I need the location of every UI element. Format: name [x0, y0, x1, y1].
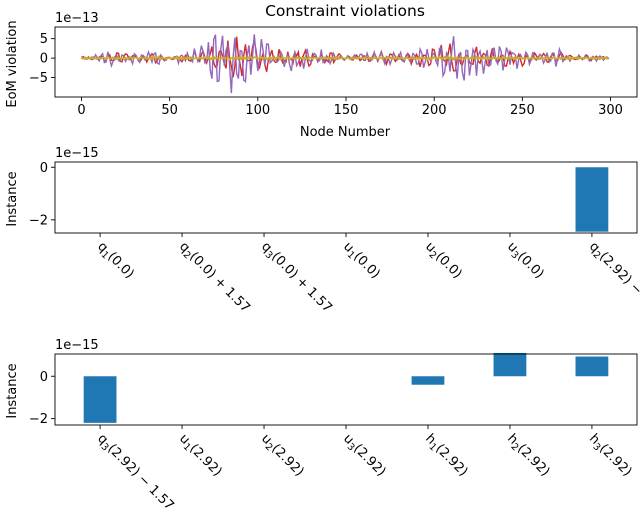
y-scale-offset: 1e−13 [55, 11, 99, 26]
y-tick-label: −5 [29, 71, 48, 86]
chart-title: Constraint violations [265, 2, 425, 20]
bar [411, 376, 445, 385]
y-scale-offset: 1e−15 [55, 146, 99, 161]
y-tick-label: −2 [29, 412, 48, 427]
x-tick-label: 150 [334, 103, 359, 118]
bars [575, 167, 609, 232]
y-axis-label: EoM violation [5, 20, 20, 107]
y-tick-label: −2 [29, 213, 48, 228]
x-tick-label: 50 [161, 103, 178, 118]
plot-frame [54, 353, 638, 426]
series-line [81, 54, 610, 61]
y-tick-label: 0 [40, 161, 48, 176]
y-axis-label: Instance [5, 363, 20, 418]
y-tick-label: 0 [40, 52, 48, 67]
x-tick-label: 100 [245, 103, 270, 118]
x-tick-label: 200 [422, 103, 447, 118]
x-tick-label: 250 [510, 103, 535, 118]
y-scale-offset: 1e−15 [55, 338, 99, 353]
x-tick-label: 0 [77, 103, 85, 118]
eom-violation-panel: Constraint violations 1e−13 EoM violatio… [5, 2, 638, 140]
bar [83, 376, 117, 423]
x-tick-label: 300 [598, 103, 623, 118]
x-axis-label: Node Number [300, 125, 391, 140]
y-tick-label: 0 [40, 370, 48, 385]
bar [493, 352, 527, 377]
bars [83, 352, 609, 423]
bar [575, 167, 609, 232]
y-axis-label: Instance [5, 171, 20, 226]
y-tick-label: 5 [40, 32, 48, 47]
plot-frame [54, 26, 638, 98]
plot-frame [54, 161, 638, 234]
bar [575, 356, 609, 377]
series-lines [80, 34, 610, 94]
